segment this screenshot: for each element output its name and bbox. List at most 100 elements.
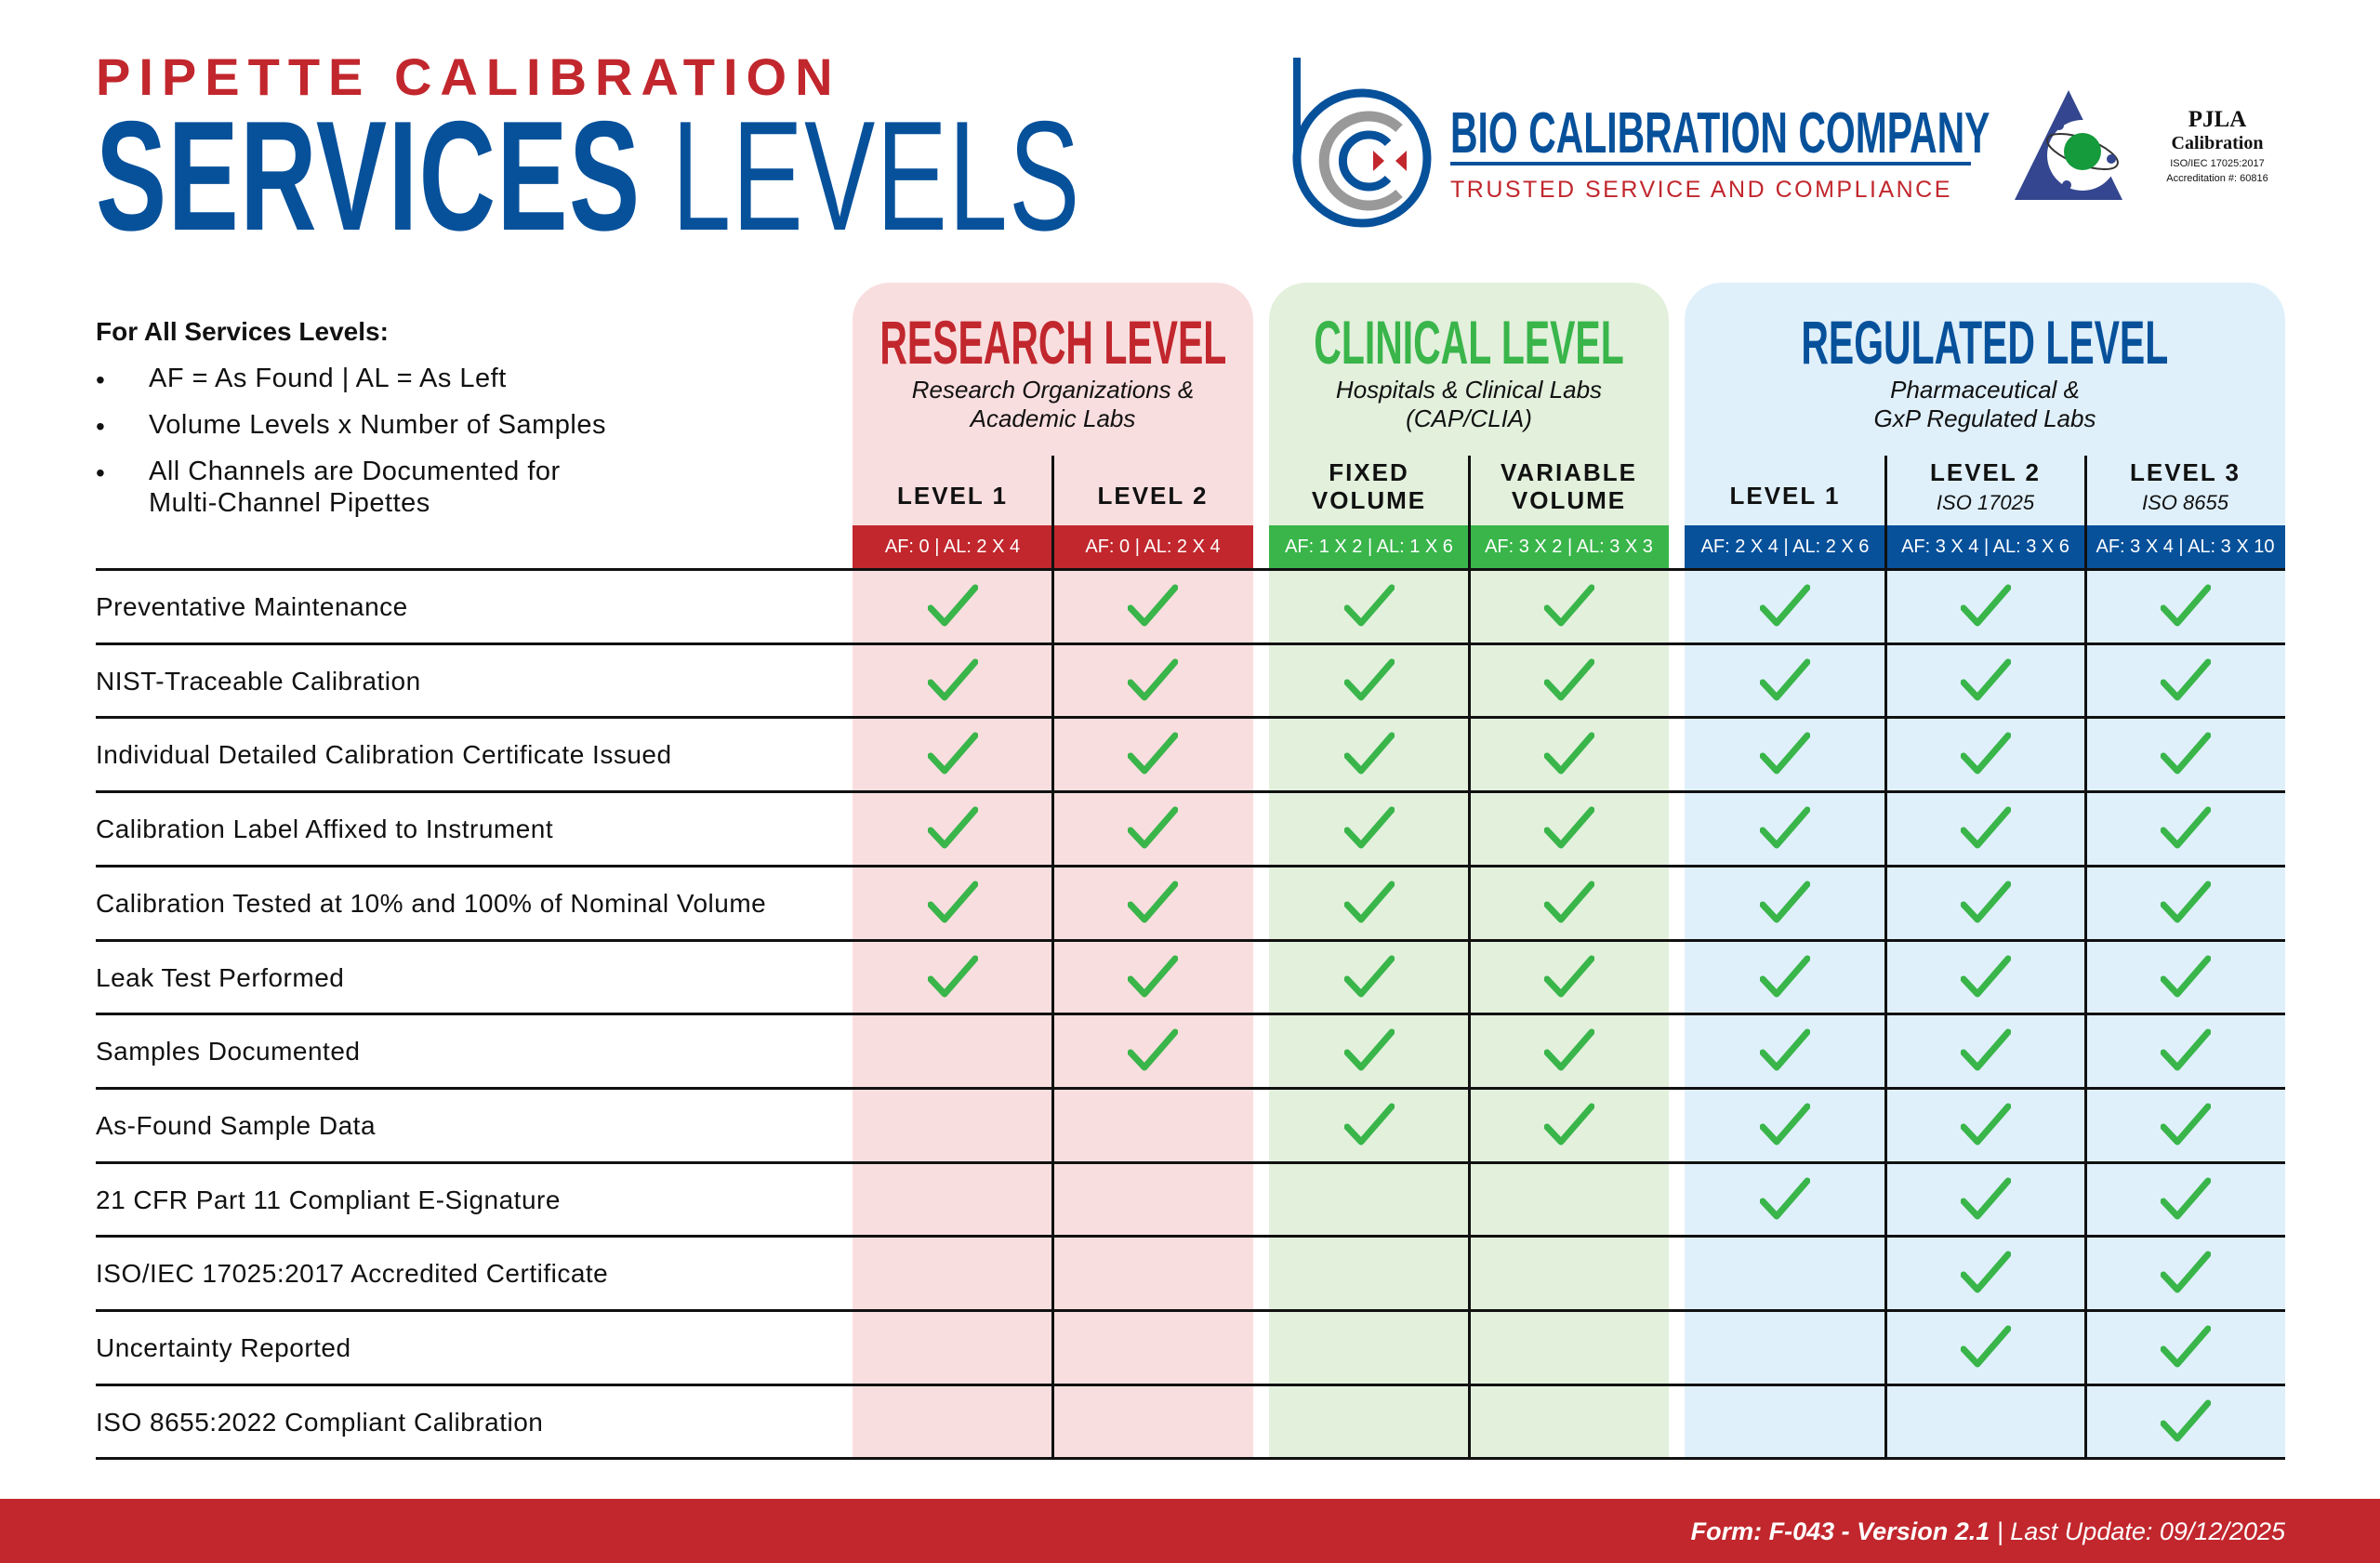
- title-light: LEVELS: [671, 88, 1081, 263]
- check-icon: [2160, 955, 2211, 1000]
- af-al-badge: AF: 1 X 2 | AL: 1 X 6: [1269, 525, 1469, 569]
- row-label: 21 CFR Part 11 Compliant E-Signature: [96, 1185, 561, 1214]
- footer-separator: |: [1990, 1517, 2011, 1545]
- check-icon: [1759, 1028, 1811, 1073]
- check-icon: [1543, 1103, 1594, 1147]
- check-icon: [1343, 1028, 1395, 1073]
- form-id: Form: F-043 - Version 2.1: [1690, 1517, 1990, 1545]
- row-label: Preventative Maintenance: [96, 592, 408, 621]
- check-icon: [927, 955, 978, 1000]
- row-divider: [96, 864, 2285, 868]
- column-header: LEVEL 3: [2129, 458, 2241, 486]
- pjla-name: PJLA: [2188, 107, 2247, 132]
- check-icon: [1343, 732, 1395, 776]
- row-label: Calibration Tested at 10% and 100% of No…: [96, 888, 767, 918]
- row-label: ISO 8655:2022 Compliant Calibration: [96, 1407, 544, 1437]
- tier-panel: [1685, 283, 2285, 1458]
- check-icon: [1343, 806, 1395, 851]
- row-divider: [96, 1457, 2285, 1461]
- tier-title: REGULATED LEVEL: [1801, 308, 2169, 377]
- tier-title: CLINICAL LEVEL: [1314, 308, 1624, 377]
- column-header: LEVEL 1: [896, 482, 1008, 510]
- check-icon: [1759, 955, 1811, 1000]
- check-icon: [1127, 955, 1179, 1000]
- row-divider: [96, 716, 2285, 720]
- check-icon: [2160, 881, 2211, 925]
- column-header: LEVEL 2: [1097, 482, 1209, 510]
- column-divider: [1884, 456, 1887, 1458]
- check-icon: [1960, 1325, 2011, 1370]
- row-label: As-Found Sample Data: [96, 1110, 377, 1140]
- column-header: VARIABLE: [1501, 458, 1637, 486]
- last-update: Last Update: 09/12/2025: [2010, 1517, 2285, 1545]
- check-icon: [1759, 658, 1811, 703]
- row-label: ISO/IEC 17025:2017 Accredited Certificat…: [96, 1259, 609, 1289]
- note-item: Multi-Channel Pipettes: [149, 488, 430, 518]
- pjla-type: Calibration: [2171, 133, 2264, 153]
- note-item: All Channels are Documented for: [149, 457, 561, 486]
- check-icon: [1127, 1028, 1179, 1073]
- footer-bar: Form: F-043 - Version 2.1 | Last Update:…: [0, 1499, 2380, 1563]
- bullet-icon: •: [96, 458, 105, 487]
- af-al-badge: AF: 0 | AL: 2 X 4: [1052, 525, 1253, 569]
- row-divider: [96, 790, 2285, 794]
- check-icon: [1960, 881, 2011, 925]
- check-icon: [1759, 732, 1811, 776]
- check-icon: [1960, 584, 2011, 629]
- row-divider: [96, 1086, 2285, 1090]
- check-icon: [1543, 881, 1594, 925]
- check-icon: [1960, 806, 2011, 851]
- row-divider: [96, 1013, 2285, 1016]
- column-divider: [2084, 456, 2087, 1458]
- check-icon: [2160, 1103, 2211, 1147]
- check-icon: [1960, 658, 2011, 703]
- row-divider: [96, 938, 2285, 942]
- af-al-badge: AF: 3 X 2 | AL: 3 X 3: [1469, 525, 1669, 569]
- check-icon: [927, 881, 978, 925]
- column-header: FIXED: [1329, 458, 1409, 486]
- column-subheader: ISO 8655: [2142, 491, 2228, 514]
- check-icon: [1343, 658, 1395, 703]
- check-icon: [1960, 1103, 2011, 1147]
- check-icon: [1127, 806, 1179, 851]
- af-al-badge: AF: 2 X 4 | AL: 2 X 6: [1685, 525, 1885, 569]
- check-icon: [1127, 732, 1179, 776]
- tier-subtitle: Pharmaceutical &: [1890, 376, 2080, 404]
- row-divider: [96, 568, 2285, 571]
- pjla-number: Accreditation #: 60816: [2166, 173, 2268, 184]
- row-label: NIST-Traceable Calibration: [96, 666, 421, 695]
- bio-calibration-logo-icon: [1288, 54, 1455, 240]
- company-tagline: TRUSTED SERVICE AND COMPLIANCE: [1450, 177, 1952, 203]
- af-al-badge: AF: 3 X 4 | AL: 3 X 6: [1885, 525, 2085, 569]
- row-divider: [96, 642, 2285, 645]
- column-divider: [1051, 456, 1054, 1458]
- row-label: Calibration Label Affixed to Instrument: [96, 815, 554, 844]
- check-icon: [927, 658, 978, 703]
- check-icon: [927, 732, 978, 776]
- check-icon: [1960, 955, 2011, 1000]
- check-icon: [2160, 1399, 2211, 1444]
- check-icon: [1543, 584, 1594, 629]
- row-divider: [96, 1383, 2285, 1386]
- check-icon: [1759, 1103, 1811, 1147]
- tier-subtitle: Research Organizations &: [911, 376, 1195, 404]
- row-label: Uncertainty Reported: [96, 1333, 351, 1362]
- pjla-logo-icon: [2013, 88, 2124, 202]
- row-divider: [96, 1160, 2285, 1164]
- check-icon: [1759, 1177, 1811, 1222]
- title-bold: SERVICES: [96, 88, 641, 263]
- row-divider: [96, 1235, 2285, 1238]
- logo-divider: [1450, 162, 1971, 166]
- check-icon: [1127, 881, 1179, 925]
- check-icon: [1960, 732, 2011, 776]
- check-icon: [1960, 1251, 2011, 1295]
- check-icon: [927, 584, 978, 629]
- tier-subtitle: Academic Labs: [970, 404, 1136, 432]
- tier-subtitle: Hospitals & Clinical Labs: [1335, 376, 1603, 404]
- note-item: AF = As Found | AL = As Left: [149, 364, 507, 393]
- check-icon: [1343, 1103, 1395, 1147]
- check-icon: [2160, 806, 2211, 851]
- supertitle: PIPETTE CALIBRATION: [96, 47, 841, 106]
- check-icon: [1960, 1028, 2011, 1073]
- check-icon: [1543, 732, 1594, 776]
